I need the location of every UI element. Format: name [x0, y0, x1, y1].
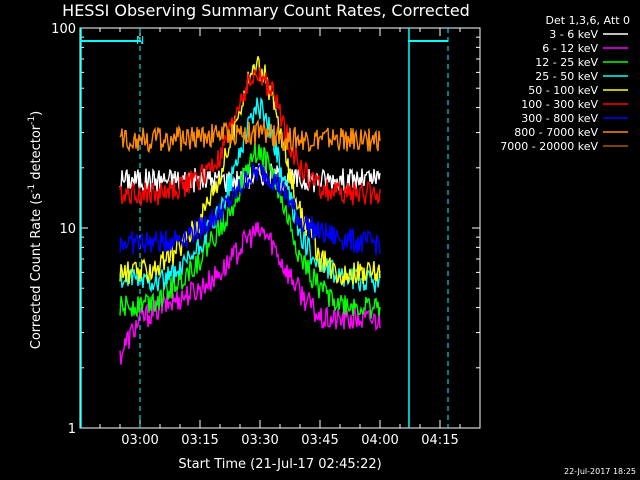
footer-timestamp: 22-Jul-2017 18:25 [564, 467, 636, 476]
series-line [119, 56, 381, 286]
legend-label: 100 - 300 keV [521, 98, 598, 111]
y-axis-label: Corrected Count Rate (s-1 detector-1) [27, 111, 44, 349]
legend-label: 7000 - 20000 keV [500, 140, 598, 153]
legend-label: 6 - 12 keV [542, 42, 598, 55]
y-tick-label: 10 [59, 222, 76, 237]
legend-label: 12 - 25 keV [535, 56, 598, 69]
series-line [119, 67, 381, 206]
x-axis-ticks: 03:00 03:15 03:30 03:45 04:00 04:15 [99, 28, 461, 448]
legend-label: 300 - 800 keV [521, 112, 598, 125]
x-tick-label: 04:00 [361, 433, 398, 448]
series-lines [119, 56, 381, 365]
series-line [119, 142, 381, 319]
chart-title: HESSI Observing Summary Count Rates, Cor… [62, 1, 470, 20]
night-marker-label: N [136, 34, 144, 47]
legend-label: 800 - 7000 keV [514, 126, 598, 139]
x-tick-label: 03:00 [121, 433, 158, 448]
x-tick-label: 03:45 [301, 433, 338, 448]
x-tick-label: 03:15 [181, 433, 218, 448]
x-axis-label: Start Time (21-Jul-17 02:45:22) [178, 457, 381, 472]
x-tick-label: 04:15 [421, 433, 458, 448]
legend-label: 50 - 100 keV [528, 84, 598, 97]
x-tick-label: 03:30 [241, 433, 278, 448]
observing-period-markers [80, 28, 449, 428]
legend-label: 25 - 50 keV [535, 70, 598, 83]
series-line [119, 163, 381, 256]
y-tick-label: 1 [68, 422, 76, 437]
y-tick-label: 100 [51, 22, 76, 37]
series-line [119, 118, 381, 154]
legend-label: 3 - 6 keV [549, 28, 598, 41]
legend-header: Det 1,3,6, Att 0 [546, 14, 630, 27]
